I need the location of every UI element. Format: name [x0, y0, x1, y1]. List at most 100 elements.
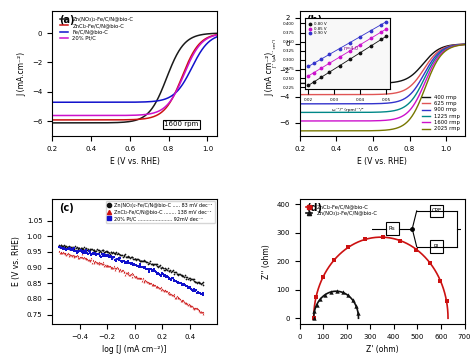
Point: [190, 306, 198, 312]
Point: [61, 243, 68, 249]
Point: [319, 274, 327, 280]
Point: [60, 250, 68, 256]
Point: [83, 256, 91, 262]
Point: [185, 284, 192, 289]
Point: [173, 272, 181, 277]
Point: [74, 249, 82, 254]
Point: [159, 272, 167, 277]
Point: [84, 251, 92, 257]
Point: [98, 248, 106, 253]
Point: [191, 279, 199, 285]
Point: [122, 259, 130, 265]
Point: [170, 293, 177, 299]
Point: [163, 288, 170, 294]
Point: [88, 246, 96, 252]
Point: [117, 252, 125, 258]
Point: [124, 272, 131, 277]
Point: [158, 273, 165, 278]
Point: [80, 255, 87, 261]
Point: [88, 252, 95, 258]
Point: [184, 302, 192, 308]
X-axis label: E (V vs. RHE): E (V vs. RHE): [357, 157, 407, 166]
Point: [177, 280, 184, 286]
Point: [55, 242, 63, 248]
Point: [107, 249, 114, 255]
Point: [174, 295, 182, 301]
Point: [167, 269, 175, 275]
Point: [119, 254, 127, 260]
Point: [98, 251, 106, 257]
Point: [171, 278, 179, 284]
Point: [180, 274, 188, 280]
Point: [90, 251, 98, 257]
Point: [74, 255, 82, 261]
Point: [85, 257, 92, 263]
Point: [66, 252, 74, 258]
X-axis label: log [J (mA cm⁻²)]: log [J (mA cm⁻²)]: [102, 345, 167, 354]
Point: [115, 255, 122, 261]
Point: [120, 258, 128, 264]
Point: [170, 278, 177, 284]
Point: [135, 264, 143, 270]
Point: [166, 275, 173, 281]
Point: [155, 285, 163, 291]
Point: [312, 294, 320, 300]
Point: [58, 249, 65, 255]
Point: [72, 253, 80, 259]
Point: [134, 256, 141, 262]
625 rmp: [326, 92, 332, 97]
Point: [96, 260, 104, 266]
Point: [117, 256, 124, 261]
Point: [197, 291, 205, 297]
Point: [58, 243, 66, 249]
Point: [101, 253, 109, 259]
Point: [150, 282, 157, 288]
Point: [125, 259, 132, 265]
2025 rmp: [297, 129, 302, 133]
Point: [166, 291, 173, 297]
Point: [104, 249, 112, 255]
Point: [194, 280, 201, 285]
Point: [129, 272, 137, 277]
Point: [159, 287, 167, 293]
1600 rmp: [407, 108, 412, 112]
Point: [413, 246, 420, 252]
Point: [176, 296, 184, 302]
Point: [128, 270, 136, 276]
Point: [74, 246, 82, 252]
20% Pt/C: [79, 113, 84, 118]
Point: [82, 247, 90, 253]
Point: [196, 309, 204, 315]
Point: [199, 282, 206, 288]
Point: [126, 255, 134, 261]
Point: [150, 266, 158, 272]
Point: [180, 299, 188, 305]
Point: [107, 265, 114, 271]
Point: [127, 272, 135, 277]
Point: [188, 277, 196, 282]
Point: [85, 249, 92, 254]
900 rmp: [407, 93, 412, 97]
1225 rmp: [394, 108, 400, 112]
Point: [158, 265, 166, 270]
Point: [100, 253, 107, 259]
Point: [181, 272, 189, 278]
Point: [66, 246, 73, 252]
Zn(NO₃)₂-Fe/C/N@bio-C: [91, 121, 97, 125]
Point: [140, 265, 147, 271]
Point: [142, 265, 149, 270]
Point: [145, 269, 152, 274]
Point: [92, 259, 100, 265]
Point: [164, 274, 172, 280]
Point: [62, 244, 69, 250]
Point: [183, 283, 191, 289]
Point: [172, 295, 180, 301]
Point: [135, 276, 143, 281]
Point: [127, 261, 135, 267]
Point: [74, 245, 82, 251]
Point: [149, 261, 156, 267]
Text: (b): (b): [306, 15, 322, 25]
Point: [144, 266, 152, 272]
Point: [189, 288, 197, 293]
Point: [100, 261, 107, 266]
